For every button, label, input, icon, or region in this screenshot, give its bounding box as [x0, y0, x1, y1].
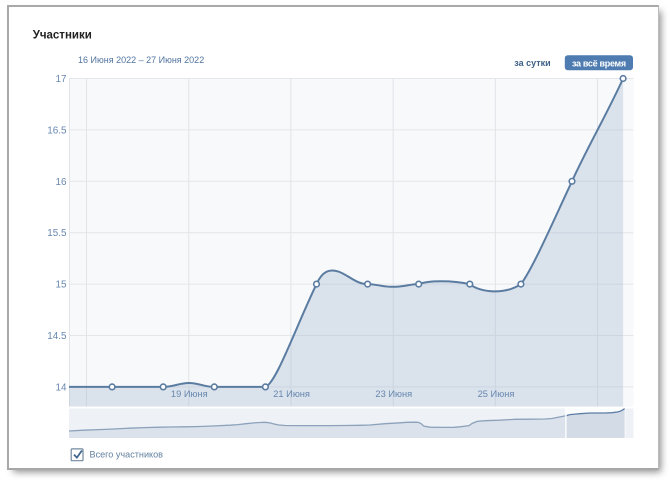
svg-text:15: 15 [56, 280, 67, 291]
svg-text:23 Июня: 23 Июня [375, 389, 412, 399]
svg-text:16 Июня 2022 – 27 Июня 2022: 16 Июня 2022 – 27 Июня 2022 [78, 55, 204, 65]
svg-text:за сутки: за сутки [514, 58, 550, 68]
svg-text:Всего участников: Всего участников [90, 449, 164, 459]
svg-text:25 Июня: 25 Июня [478, 389, 515, 399]
svg-text:16: 16 [56, 177, 67, 188]
svg-text:15.5: 15.5 [47, 228, 67, 239]
svg-text:19 Июня: 19 Июня [171, 389, 208, 399]
svg-text:Участники: Участники [33, 30, 92, 42]
svg-text:21 Июня: 21 Июня [273, 389, 310, 399]
svg-text:14.5: 14.5 [47, 331, 67, 342]
svg-text:17: 17 [56, 74, 67, 85]
svg-text:16.5: 16.5 [47, 125, 67, 136]
svg-text:за всё время: за всё время [572, 59, 626, 69]
svg-text:14: 14 [56, 382, 67, 393]
